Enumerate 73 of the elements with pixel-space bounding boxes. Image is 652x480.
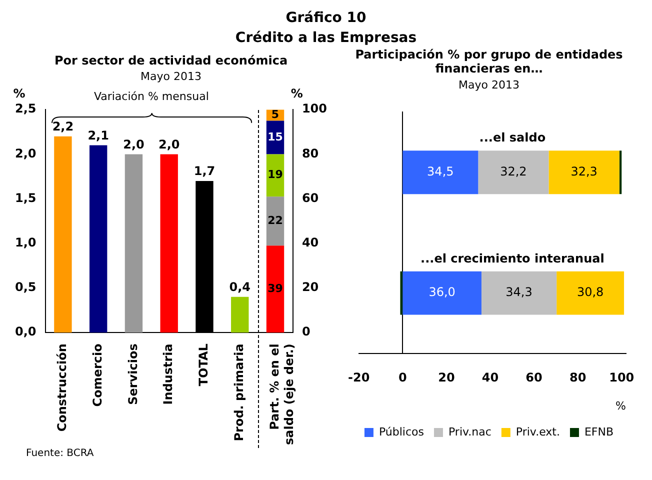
y2-tick-label: 80: [302, 146, 319, 160]
data-label: 0,4: [229, 280, 251, 294]
x-tick-label: 40: [482, 370, 499, 385]
chart-subtitle: Mayo 2013: [458, 78, 520, 92]
bar: [402, 150, 478, 194]
data-label: 39: [268, 282, 283, 295]
x-tick-label: 60: [526, 370, 542, 385]
bar: [89, 145, 108, 333]
x-tick-label: -20: [348, 370, 370, 385]
bar: [619, 150, 622, 194]
y-tick-label: 0,0: [14, 324, 36, 339]
x-tick-label: Servicios: [126, 344, 140, 405]
data-label: 22: [268, 214, 283, 227]
x-tick-label: Construcción: [55, 344, 70, 432]
legend-label: Priv.ext.: [516, 425, 560, 438]
y2-tick-label: 40: [302, 236, 319, 250]
chart-title: Participación % por grupo de entidades financieras en…: [355, 47, 623, 76]
x-tick-label: Part. % en el saldo (eje der.): [267, 344, 296, 446]
y-tick-label: ...el crecimiento interanual: [420, 251, 604, 266]
bar: [231, 296, 249, 333]
y2-axis-title: %: [290, 86, 303, 101]
y-tick-label: 2,0: [14, 146, 36, 160]
y-tick-label: ...el saldo: [479, 130, 546, 145]
data-label: 5: [271, 108, 280, 122]
y-tick-label: 0,5: [14, 280, 36, 294]
y2-tick-label: 20: [302, 280, 319, 294]
x-tick-label: 0: [398, 370, 407, 385]
data-label: 36,0: [428, 285, 456, 300]
bar: [54, 136, 72, 333]
data-label: 2,0: [123, 137, 144, 152]
text: Crédito a las Empresas: [234, 29, 418, 48]
x-axis-title: %: [616, 399, 626, 412]
bar: [160, 154, 178, 333]
legend-label: Priv.nac: [448, 425, 492, 438]
bar: [124, 154, 143, 333]
y-tick-label: 1,0: [14, 236, 36, 250]
source-note: Fuente: BCRA: [26, 448, 95, 459]
data-label: 1,7: [194, 164, 216, 178]
bar: [481, 271, 557, 315]
legend-label: Públicos: [378, 425, 424, 438]
chart-title: Por sector de actividad económica: [54, 53, 288, 68]
x-tick-label: Industria: [161, 344, 176, 405]
data-label: 2,1: [88, 128, 109, 142]
y-tick-label: 2,5: [14, 102, 36, 116]
text: Variación % mensual: [92, 90, 210, 103]
data-label: 30,8: [576, 285, 604, 300]
y-tick-label: 1,5: [14, 190, 36, 205]
data-label: 2,2: [52, 119, 74, 134]
data-label: 32,3: [570, 164, 598, 178]
data-label: 34,5: [427, 164, 454, 178]
bar: [400, 271, 403, 315]
data-label: 19: [268, 168, 283, 182]
x-tick-label: Comercio: [90, 344, 104, 407]
chart-subtitle: Mayo 2013: [140, 70, 202, 83]
bar: [402, 271, 482, 315]
x-tick-label: 100: [609, 370, 634, 385]
x-tick-label: TOTAL: [196, 343, 211, 386]
y2-tick-label: 0: [302, 324, 310, 339]
bar: [556, 271, 624, 315]
legend-label: EFNB: [584, 425, 614, 438]
bar: [548, 150, 620, 194]
y-axis-title: %: [13, 86, 26, 101]
data-label: 34,3: [506, 285, 532, 300]
data-label: 32,2: [500, 164, 527, 178]
x-tick-label: Prod. primaria: [232, 344, 246, 442]
text: Gráfico 10: [284, 9, 368, 28]
x-tick-label: 80: [569, 370, 586, 385]
data-label: 15: [268, 130, 283, 144]
y2-tick-label: 100: [302, 102, 328, 116]
x-tick-label: 20: [438, 370, 455, 385]
bar: [478, 150, 549, 194]
data-label: 2,0: [158, 137, 180, 152]
y2-tick-label: 60: [302, 190, 319, 205]
